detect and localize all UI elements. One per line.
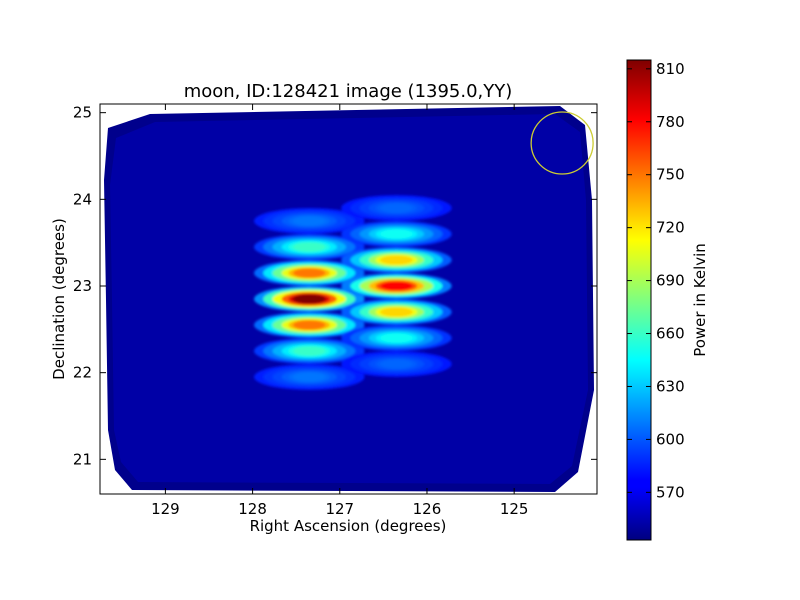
source-blobs	[253, 195, 452, 390]
x-tick-label: 128	[238, 500, 267, 518]
colorbar-tick-label: 600	[656, 430, 685, 448]
heatmap-plot-area	[104, 106, 594, 492]
colorbar-tick-label: 570	[656, 483, 685, 501]
y-tick-label: 24	[73, 190, 92, 208]
colorbar-tick-label: 750	[656, 166, 685, 184]
source-fringe-contour	[380, 229, 413, 239]
y-tick-label: 25	[73, 104, 92, 122]
colorbar-tick-label: 690	[656, 272, 685, 290]
y-tick-label: 21	[73, 450, 92, 468]
colorbar-tick-label: 810	[656, 60, 685, 78]
y-tick-label: 22	[73, 364, 92, 382]
source-fringe-contour	[380, 255, 413, 265]
colorbar-tick-label: 630	[656, 377, 685, 395]
chart-title: moon, ID:128421 image (1395.0,YY)	[184, 81, 513, 102]
plot-frame	[99, 103, 598, 495]
x-axis-ticks: 129 128 127 126 125	[151, 104, 528, 518]
source-fringe-contour	[380, 359, 413, 369]
source-fringe-contour	[293, 320, 326, 330]
colorbar	[626, 59, 652, 541]
x-tick-label: 125	[500, 500, 529, 518]
source-fringe-contour	[293, 268, 326, 278]
beam-circle	[530, 111, 594, 175]
source-fringe-contour	[293, 372, 326, 382]
x-axis-label: Right Ascension (degrees)	[250, 517, 447, 535]
source-fringe-contour	[380, 333, 413, 343]
source-fringe-contour	[380, 307, 413, 317]
x-tick-label: 129	[151, 500, 180, 518]
colorbar-ticks: 570 600 630 660 690 720 750 780 810	[627, 60, 685, 501]
x-tick-label: 126	[413, 500, 442, 518]
source-fringe-contour	[293, 294, 326, 304]
source-fringe-contour	[380, 281, 413, 291]
colorbar-tick-label: 660	[656, 325, 685, 343]
y-tick-label: 23	[73, 277, 92, 295]
colorbar-label: Power in Kelvin	[691, 243, 709, 357]
y-axis-label: Declination (degrees)	[50, 218, 68, 380]
y-axis-ticks: 25 24 23 22 21	[73, 104, 597, 468]
x-tick-label: 127	[325, 500, 354, 518]
source-fringe-contour	[293, 216, 326, 226]
source-fringe-contour	[380, 203, 413, 213]
source-fringe-contour	[293, 346, 326, 356]
colorbar-tick-label: 720	[656, 219, 685, 237]
source-fringe-contour	[293, 242, 326, 252]
colorbar-tick-label: 780	[656, 113, 685, 131]
